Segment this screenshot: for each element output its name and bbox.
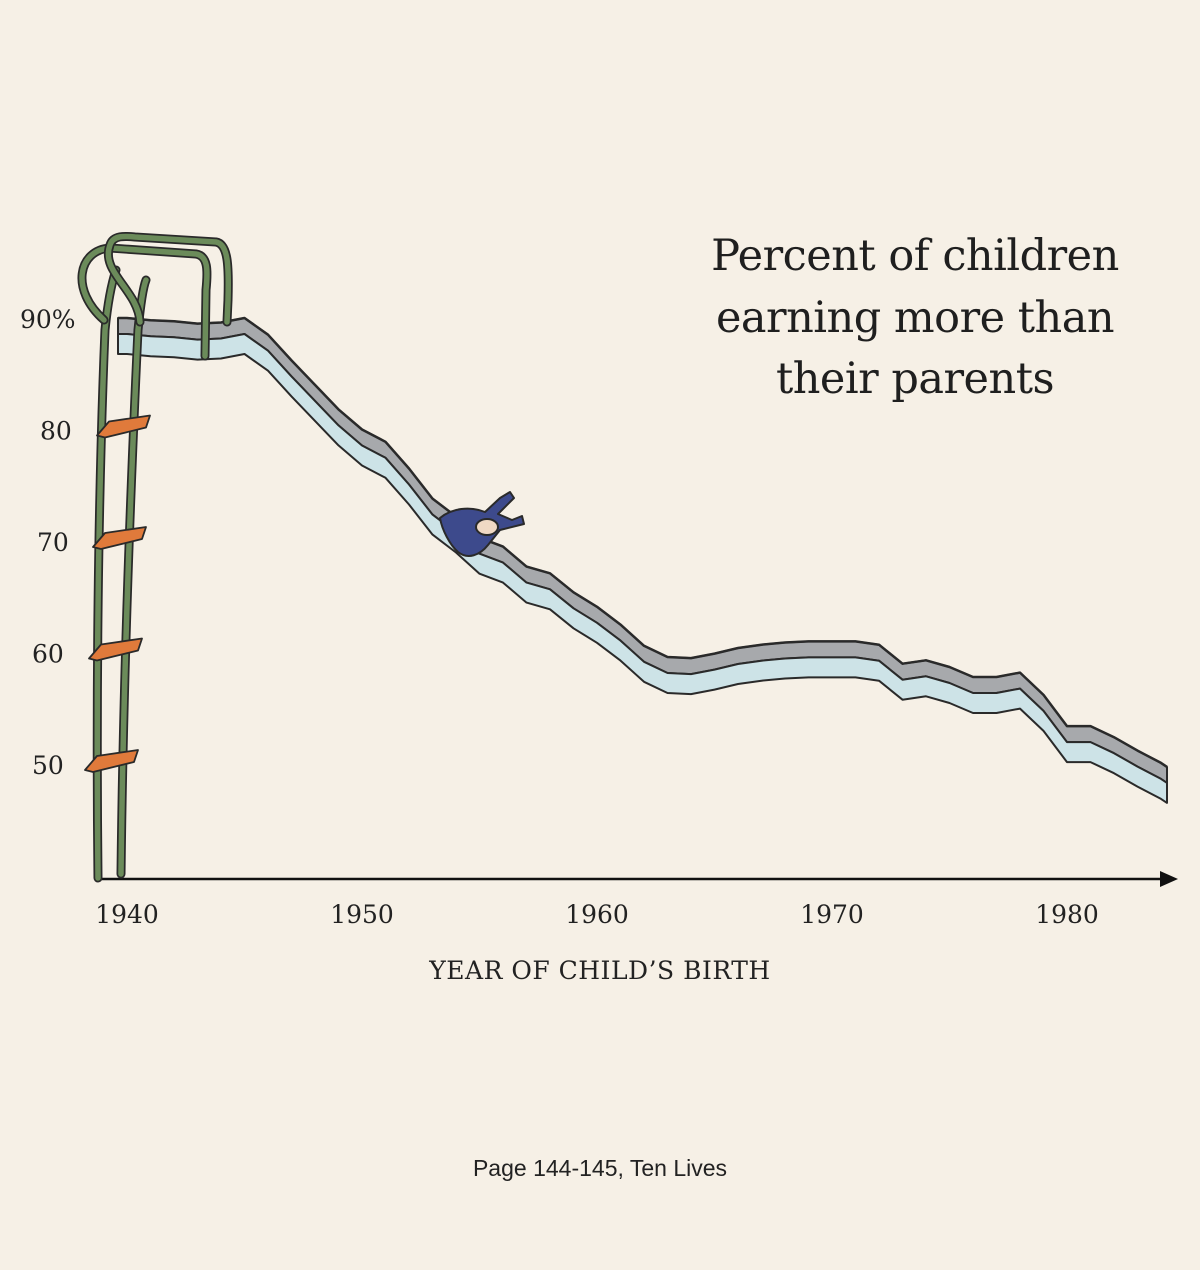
- x-tick-label: 1960: [565, 900, 629, 929]
- ladder-rung: [92, 526, 147, 550]
- ladder-rung: [84, 749, 139, 773]
- x-tick-label: 1940: [95, 900, 159, 929]
- x-tick-label: 1970: [800, 900, 864, 929]
- sliding-person-head: [475, 518, 499, 536]
- y-tick-label: 50: [32, 751, 64, 780]
- x-axis-label: YEAR OF CHILD’S BIRTH: [429, 956, 771, 985]
- page-caption: Page 144-145, Ten Lives: [472, 1155, 728, 1181]
- ladder-rung: [88, 637, 143, 662]
- handrail-2: [105, 233, 232, 325]
- y-tick-label: 60: [32, 640, 64, 669]
- ladder-rung: [96, 414, 151, 439]
- y-tick-label: 90%: [20, 305, 76, 334]
- chart-title-line-1: Percent of children: [711, 231, 1119, 281]
- x-axis-arrow-icon: [1160, 871, 1178, 887]
- x-tick-label: 1980: [1035, 900, 1099, 929]
- chart-title-line-3: their parents: [775, 354, 1055, 404]
- y-tick-label: 80: [40, 417, 72, 446]
- y-tick-label: 70: [37, 528, 69, 557]
- chart-title-line-2: earning more than: [715, 293, 1115, 343]
- data-line: [118, 316, 1168, 768]
- x-tick-label: 1950: [330, 900, 394, 929]
